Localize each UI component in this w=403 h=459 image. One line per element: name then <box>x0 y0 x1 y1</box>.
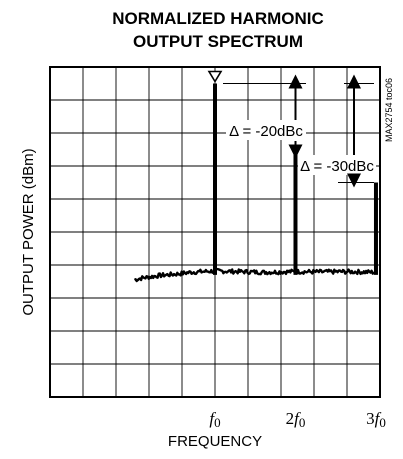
delta-annotations: Δ = -20dBc Δ = -30dBc <box>223 74 376 188</box>
noise-floor-trace <box>133 267 378 283</box>
chart-title-line-2: OUTPUT SPECTRUM <box>133 32 303 51</box>
chart-title-line-1: NORMALIZED HARMONIC <box>112 9 324 28</box>
x-axis-label: FREQUENCY <box>168 433 262 450</box>
plot-frame <box>49 66 381 398</box>
harmonic-peaks <box>213 83 378 275</box>
x-tick-labels: f0 2f0 3f0 <box>209 409 385 430</box>
delta-30-label: Δ = -30dBc <box>300 158 374 175</box>
side-reference-label: MAX2754 toc06 <box>384 78 394 142</box>
x-tick-label-1: f0 <box>209 409 220 430</box>
y-axis-label: OUTPUT POWER (dBm) <box>20 148 37 315</box>
x-tick-label-3: 3f0 <box>366 409 386 430</box>
fundamental-marker-triangle <box>207 70 223 84</box>
delta-30-label-bg <box>298 155 376 175</box>
delta-20-label: Δ = -20dBc <box>229 123 303 140</box>
delta-20-label-bg <box>226 120 306 140</box>
x-tick-label-2: 2f0 <box>286 409 306 430</box>
